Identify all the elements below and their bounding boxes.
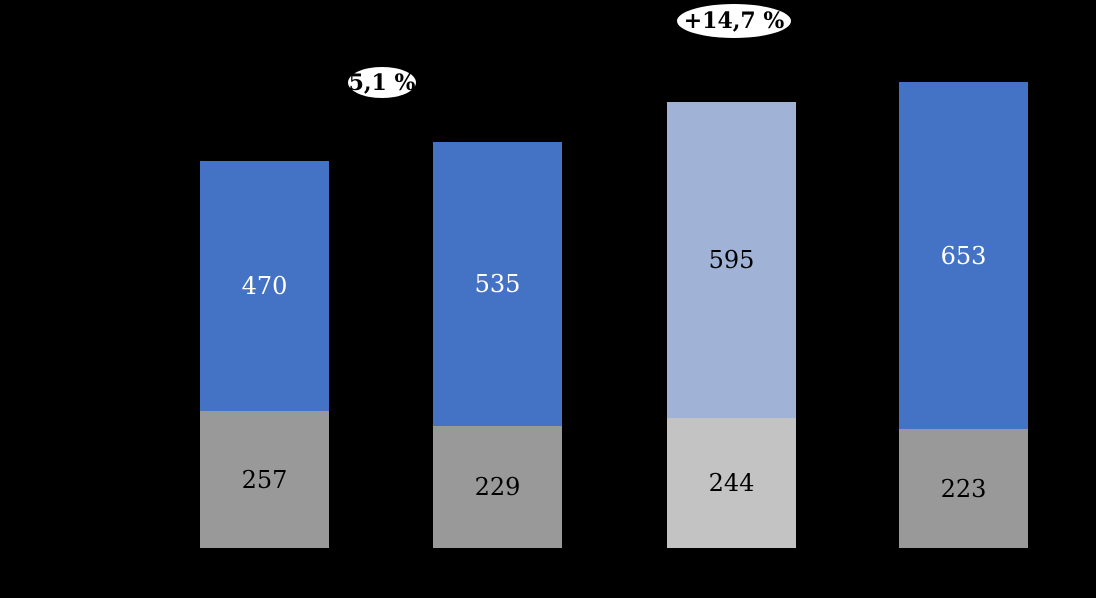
- bar-1: 470 257: [200, 161, 329, 548]
- bar-3-top-segment: 595: [667, 102, 796, 418]
- bar-3-top-value-label: 595: [708, 246, 755, 274]
- bar-1-bottom-value-label: 257: [241, 465, 288, 494]
- bar-1-top-value-label: 470: [241, 272, 288, 300]
- bar-3-highlighted: 595 244: [667, 102, 796, 548]
- bar-2-bottom-value-label: 229: [474, 473, 521, 501]
- growth-annotation-1-text: 5,1 %: [348, 69, 416, 96]
- bar-2-top-value-label: 535: [474, 270, 521, 298]
- growth-annotation-2-text: +14,7 %: [683, 8, 785, 34]
- growth-annotation-bubble-2: +14,7 %: [677, 4, 791, 38]
- bar-2: 535 229: [433, 142, 562, 548]
- bar-1-bottom-segment: 257: [200, 411, 329, 548]
- bar-2-bottom-segment: 229: [433, 426, 562, 548]
- bar-1-top-segment: 470: [200, 161, 329, 411]
- bar-4-bottom-value-label: 223: [940, 474, 987, 503]
- bar-4-top-segment: 653: [899, 82, 1028, 429]
- bar-3-bottom-value-label: 244: [708, 469, 755, 497]
- bar-4-bottom-segment: 223: [899, 429, 1028, 548]
- bar-2-top-segment: 535: [433, 142, 562, 426]
- growth-annotation-bubble-1: 5,1 %: [348, 67, 416, 98]
- bar-4: 653 223: [899, 82, 1028, 548]
- bar-3-bottom-segment: 244: [667, 418, 796, 548]
- bar-4-top-value-label: 653: [940, 241, 987, 270]
